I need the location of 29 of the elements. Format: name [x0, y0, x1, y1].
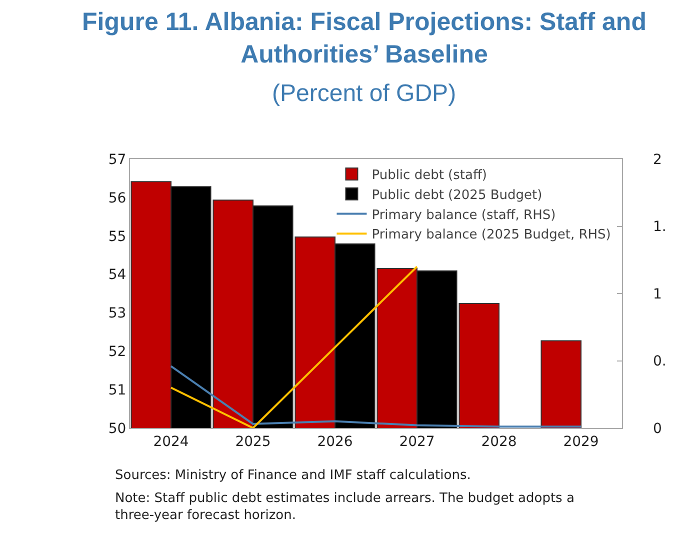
legend-label: Public debt (staff): [372, 168, 487, 184]
y-tick-label: 52: [108, 344, 126, 360]
x-tick-label: 2025: [235, 434, 271, 450]
legend-label: Primary balance (2025 Budget, RHS): [372, 228, 611, 243]
source-note: Sources: Ministry of Finance and IMF staff calculations.: [115, 468, 471, 483]
x-tick-label: 2028: [481, 434, 517, 450]
y-tick-label: 53: [108, 306, 126, 322]
line-series: [170, 365, 582, 428]
x-tick-label: 2024: [153, 434, 189, 450]
y2-tick-label: 1: [653, 286, 662, 302]
chart-subtitle: (Percent of GDP): [272, 80, 456, 107]
y-tick-label: 54: [108, 267, 126, 284]
y-tick-label: 51: [108, 382, 126, 398]
chart-title: Figure 11. Albania: Fiscal Projections: Staff and Authorities’ Baseline: [82, 8, 646, 68]
legend-label: Primary balance (staff, RHS): [372, 208, 556, 223]
y2-tick-label: 0.: [653, 354, 666, 370]
y-tick-label: 56: [108, 190, 126, 206]
x-tick-label: 2026: [317, 434, 353, 450]
x-tick-label: 2029: [563, 434, 599, 450]
y-tick-label: 57: [108, 152, 126, 168]
line-series: [170, 266, 418, 428]
y2-tick-label: 0: [653, 420, 662, 437]
y2-tick-label: 2: [653, 152, 662, 168]
y-tick-label: 50: [108, 420, 126, 437]
y-tick-label: 55: [108, 228, 126, 245]
legend-label: Public debt (2025 Budget): [372, 188, 542, 203]
text: Note: Staff public debt estimates include arrears. The budget adopts a three-year forecast horizon.: [115, 491, 574, 523]
x-tick-label: 2027: [399, 434, 435, 450]
y2-tick-label: 1.: [653, 219, 666, 236]
